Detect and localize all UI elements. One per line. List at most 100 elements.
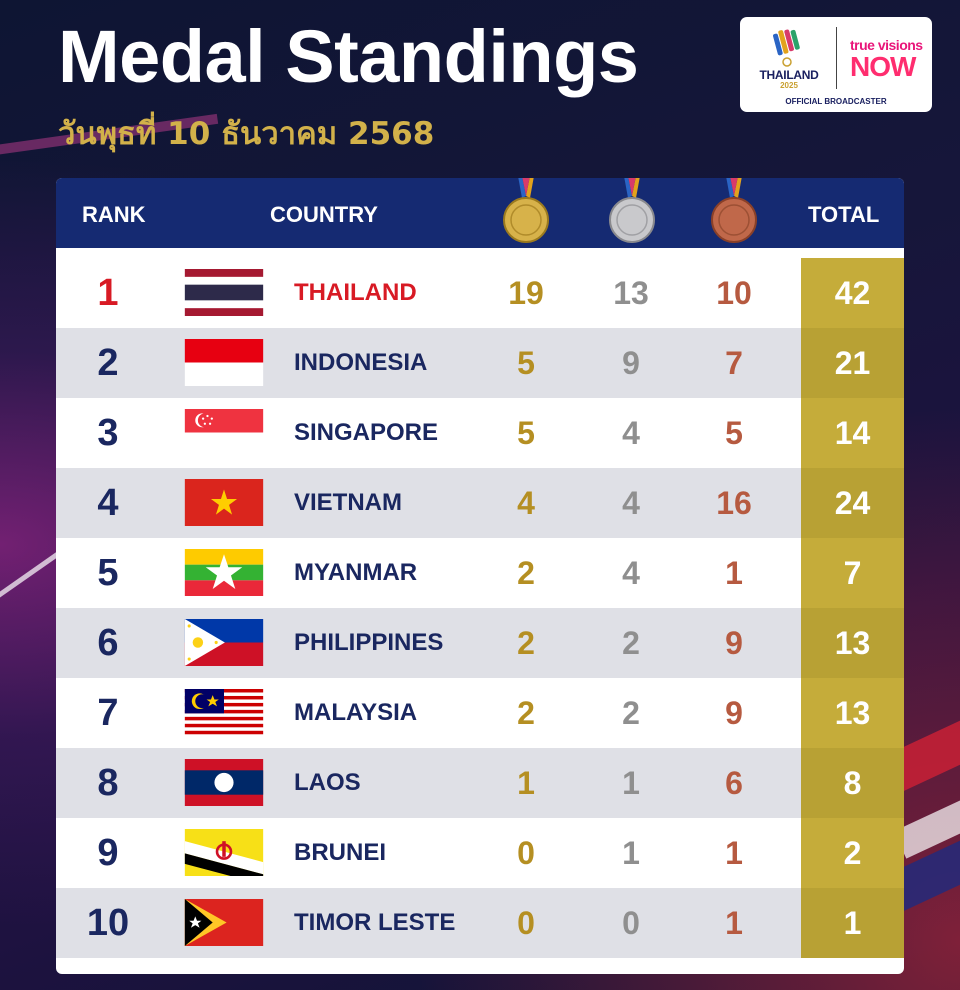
gold-cell: 5 xyxy=(517,415,535,451)
bronze-cell: 1 xyxy=(725,905,743,941)
table-row: 2 INDONESIA 5 9 7 21 xyxy=(56,328,904,398)
silver-cell: 1 xyxy=(622,835,640,871)
gold-cell: 1 xyxy=(517,765,535,801)
gold-cell: 2 xyxy=(517,625,535,661)
thailand-flag-icon xyxy=(184,269,264,316)
country-cell: BRUNEI xyxy=(294,839,387,866)
total-cell: 24 xyxy=(834,485,871,521)
rank-cell: 6 xyxy=(97,622,119,664)
total-cell: 14 xyxy=(834,415,871,451)
total-cell: 8 xyxy=(843,765,862,801)
bronze-cell: 7 xyxy=(725,345,743,381)
silver-cell: 4 xyxy=(622,415,640,451)
sea-games-small-medal-icon xyxy=(782,57,792,67)
gold-cell: 19 xyxy=(508,275,544,311)
official-broadcaster-caption: OFFICIAL BROADCASTER xyxy=(785,97,887,106)
singapore-flag-icon xyxy=(184,409,264,456)
vietnam-flag-icon xyxy=(184,479,264,526)
bronze-cell: 10 xyxy=(716,275,752,311)
rank-cell: 5 xyxy=(97,552,119,594)
gold-cell: 0 xyxy=(517,905,535,941)
rank-cell: 3 xyxy=(97,412,119,454)
silver-cell: 1 xyxy=(622,765,640,801)
broadcaster-logo: THAILAND 2025 true visions NOW OFFICIAL … xyxy=(740,17,932,112)
table-row: 8 LAOS 1 1 6 8 xyxy=(56,748,904,818)
logo-year-text: 2025 xyxy=(780,81,798,90)
laos-flag-icon xyxy=(184,759,264,806)
total-cell: 42 xyxy=(834,275,871,311)
table-row: 5 MYANMAR 2 4 1 7 xyxy=(56,538,904,608)
rank-header: RANK xyxy=(82,202,146,227)
silver-cell: 9 xyxy=(622,345,640,381)
table-row: 4 VIETNAM 4 4 16 24 xyxy=(56,468,904,538)
country-cell: MALAYSIA xyxy=(294,699,418,726)
bronze-cell: 5 xyxy=(725,415,743,451)
bronze-cell: 1 xyxy=(725,555,743,591)
silver-cell: 2 xyxy=(622,695,640,731)
total-header: TOTAL xyxy=(808,202,880,227)
total-cell-bg xyxy=(801,328,904,398)
gold-cell: 5 xyxy=(517,345,535,381)
table-row: 1 THAILAND 19 13 10 42 xyxy=(56,258,904,328)
bronze-cell: 16 xyxy=(716,485,752,521)
brunei-flag-icon xyxy=(184,829,264,876)
rank-cell: 1 xyxy=(97,272,119,314)
total-cell: 13 xyxy=(834,695,871,731)
philippines-flag-icon xyxy=(184,619,264,666)
silver-cell: 4 xyxy=(622,555,640,591)
total-cell: 2 xyxy=(843,835,862,871)
total-cell-bg xyxy=(801,468,904,538)
total-cell: 21 xyxy=(834,345,871,381)
rank-cell: 7 xyxy=(97,692,119,734)
silver-cell: 13 xyxy=(613,275,649,311)
timor-leste-flag-icon xyxy=(184,899,264,946)
malaysia-flag-icon xyxy=(184,689,264,736)
total-cell-bg xyxy=(801,608,904,678)
indonesia-flag-icon xyxy=(184,339,264,386)
gold-medal-icon xyxy=(503,178,549,243)
myanmar-flag-icon xyxy=(184,549,264,596)
rank-cell: 10 xyxy=(86,902,130,944)
page-subtitle: วันพุธที่ 10 ธันวาคม 2568 xyxy=(58,116,435,152)
rank-cell: 9 xyxy=(97,832,119,874)
bronze-cell: 9 xyxy=(725,625,743,661)
bronze-cell: 1 xyxy=(725,835,743,871)
total-cell-bg xyxy=(801,538,904,608)
country-cell: THAILAND xyxy=(294,279,417,306)
gold-cell: 2 xyxy=(517,555,535,591)
bronze-cell: 6 xyxy=(725,765,743,801)
country-cell: LAOS xyxy=(294,769,361,796)
table-header: RANK COUNTRY TOTAL xyxy=(56,178,904,248)
brand-main-text: NOW xyxy=(850,51,916,82)
logo-divider xyxy=(836,27,837,89)
total-cell: 7 xyxy=(843,555,862,591)
total-cell-bg xyxy=(801,888,904,958)
silver-cell: 0 xyxy=(622,905,640,941)
table-row: 7 MALAYSIA 2 2 9 13 xyxy=(56,678,904,748)
brand-top-text: true visions xyxy=(850,37,923,53)
country-header: COUNTRY xyxy=(270,202,378,227)
sea-games-emblem-icon xyxy=(773,29,800,56)
table-row: 3 SINGAPORE 5 4 5 14 xyxy=(56,398,904,468)
total-cell-bg xyxy=(801,818,904,888)
medal-table: RANK COUNTRY TOTAL 1 T xyxy=(56,178,904,974)
rank-cell: 4 xyxy=(97,482,119,524)
total-cell: 13 xyxy=(834,625,871,661)
gold-cell: 2 xyxy=(517,695,535,731)
page-title: Medal Standings xyxy=(58,15,639,98)
silver-cell: 4 xyxy=(622,485,640,521)
total-cell-bg xyxy=(801,678,904,748)
country-cell: SINGAPORE xyxy=(294,419,439,446)
country-cell: TIMOR LESTE xyxy=(294,909,456,936)
gold-cell: 4 xyxy=(517,485,535,521)
country-cell: VIETNAM xyxy=(294,489,402,516)
logo-country-text: THAILAND xyxy=(759,68,819,82)
bronze-medal-icon xyxy=(711,178,757,243)
silver-medal-icon xyxy=(609,178,655,243)
rank-cell: 2 xyxy=(97,342,119,384)
table-row: 9 BRUNEI 0 1 1 2 xyxy=(56,818,904,888)
rank-cell: 8 xyxy=(97,762,119,804)
total-cell-bg xyxy=(801,748,904,818)
country-cell: PHILIPPINES xyxy=(294,629,444,656)
table-row: 10 TIMOR LESTE 0 0 1 1 xyxy=(56,888,904,958)
